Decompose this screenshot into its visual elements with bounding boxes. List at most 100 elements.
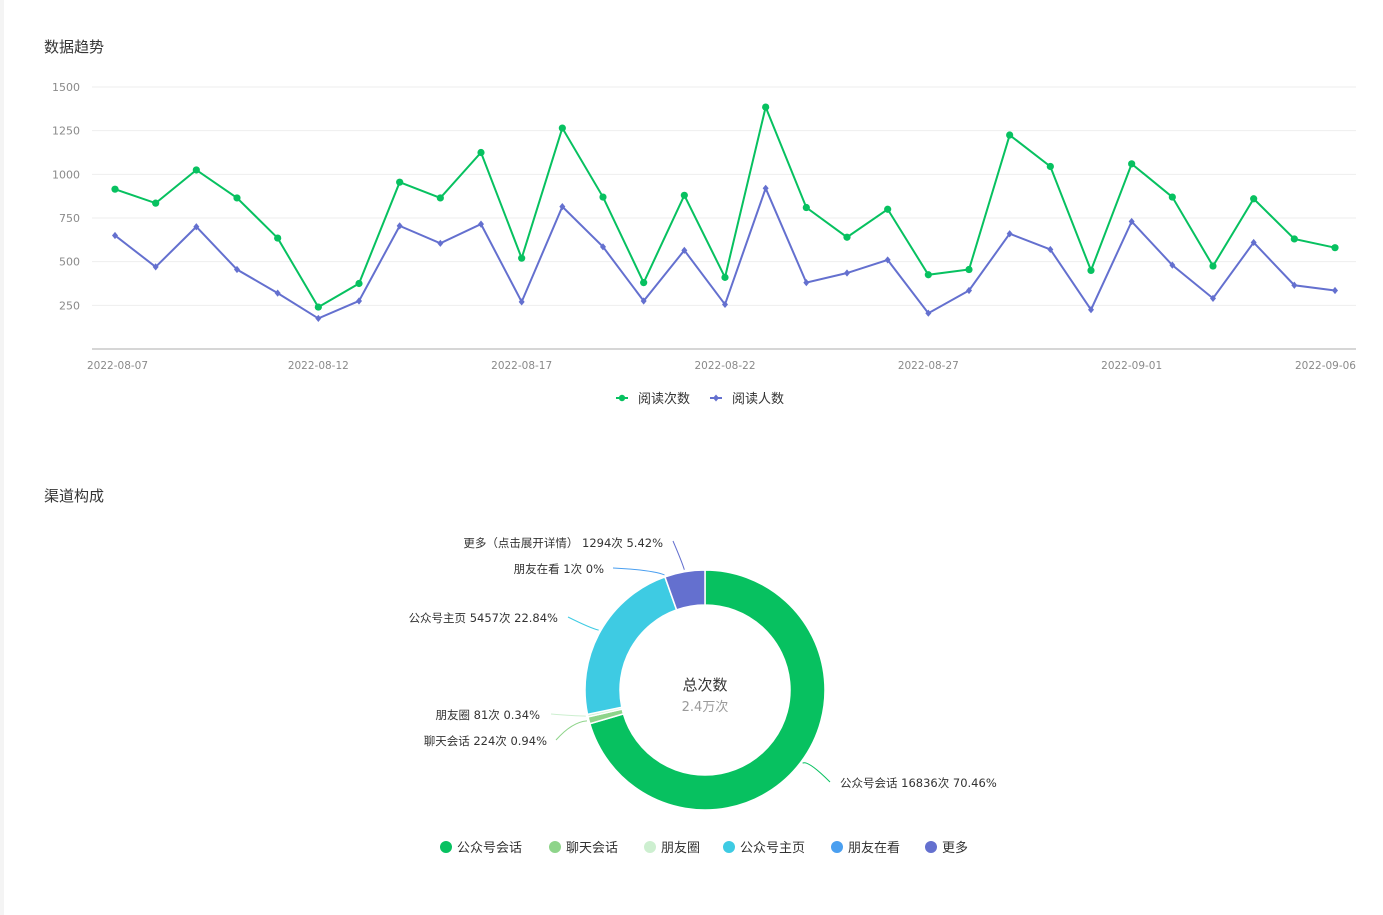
data-point [1168,193,1176,201]
data-point [965,265,973,274]
x-tick-label: 2022-08-17 [491,360,552,372]
data-point [722,300,728,309]
data-point [558,124,566,132]
legend-label: 朋友圈 [661,840,700,856]
data-point [518,254,526,262]
slice-label: 朋友圈 81次 0.34% [436,708,541,722]
donut-slice-5 [663,569,706,611]
slice-label: 公众号会话 16836次 70.46% [840,776,997,790]
data-point [802,203,810,212]
data-point [884,256,891,264]
channel-section-title: 渠道构成 [44,487,105,505]
data-point [112,231,118,240]
leader-line [672,540,685,570]
legend-swatch [925,841,937,853]
data-point [1128,217,1135,226]
data-point [599,193,607,201]
data-point [1047,245,1054,254]
data-point [193,223,200,231]
y-tick-label: 750 [59,212,80,225]
data-point [925,309,932,317]
legend-swatch [723,841,735,853]
data-point [314,303,322,311]
slice-label: 聊天会话 224次 0.94% [424,734,547,748]
data-point [844,269,850,277]
trend-section-title: 数据趋势 [44,38,105,56]
legend-label: 阅读次数 [638,391,690,407]
data-point [762,184,769,192]
leader-line [567,616,599,631]
data-point [1291,281,1298,289]
legend-label: 更多 [942,840,968,856]
data-point [640,297,647,305]
legend-swatch [549,841,561,853]
data-point [1088,306,1094,314]
data-point [152,263,159,271]
data-point [1331,244,1339,252]
legend-label: 公众号会话 [457,841,522,856]
data-point [396,178,404,186]
y-tick-label: 1250 [52,125,80,138]
y-tick-label: 1000 [52,168,80,181]
left-edge [0,0,4,915]
x-tick-label: 2022-08-22 [694,360,755,372]
data-point [1250,195,1258,203]
x-tick-label: 2022-08-07 [87,360,148,372]
data-point [843,233,851,241]
data-point [152,199,160,207]
data-point [274,234,282,242]
data-point [681,246,688,254]
donut-center-value: 2.4万次 [682,699,729,715]
data-point [274,289,281,297]
leader-line [802,762,831,783]
data-point [1250,238,1257,247]
data-point [640,279,648,287]
data-point [803,279,810,287]
data-point [518,298,525,306]
data-point [111,185,119,193]
leader-line [612,567,665,576]
data-point [721,273,729,281]
data-point [192,166,200,174]
data-point [356,297,362,305]
slice-label: 公众号主页 5457次 22.84% [409,611,558,625]
legend-marker [618,394,626,402]
series-line-1 [114,185,1336,320]
data-point [1290,235,1298,243]
leader-line [555,720,588,741]
data-point [1006,131,1014,139]
data-point [396,222,403,230]
data-point [234,265,240,274]
donut-slice-3 [584,575,678,716]
data-point [1128,160,1136,168]
legend-label: 阅读人数 [732,392,784,407]
x-tick-label: 2022-09-06 [1295,360,1356,372]
legend-swatch [831,841,843,853]
channel-donut-chart: 公众号会话 16836次 70.46% 聊天会话 224次 0.94% 朋友圈 81… [409,536,997,856]
y-tick-label: 250 [59,299,80,312]
data-point [1210,294,1216,302]
data-point [233,194,241,202]
donut-slice-0 [588,569,826,811]
data-point [478,220,484,228]
data-point [1209,262,1217,270]
legend-swatch [644,841,656,853]
data-point [1087,266,1095,274]
data-point [884,205,892,213]
y-tick-label: 1500 [52,81,80,94]
data-point [1006,230,1013,238]
leader-line [550,713,586,717]
data-point [762,103,770,111]
donut-center-title: 总次数 [682,676,727,694]
data-point [600,243,606,251]
slice-label: 更多（点击展开详情） 1294次 5.42% [463,536,663,550]
legend-label: 朋友在看 [848,840,900,856]
data-point [437,239,444,247]
legend-marker [713,394,719,402]
legend-label: 公众号主页 [740,841,805,856]
data-point [315,314,322,323]
slice-label: 朋友在看 1次 0% [514,562,604,576]
y-tick-label: 500 [59,256,80,269]
trend-line-chart: 250 500 750 1000 1250 1500 2022-08-07 2022-08-1… [52,81,1356,407]
